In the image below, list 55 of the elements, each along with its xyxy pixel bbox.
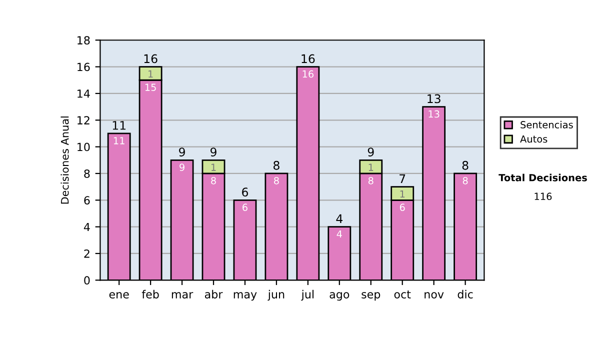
y-tick-label: 18 <box>78 36 90 44</box>
y-tick-label: 8 <box>84 169 90 178</box>
y-tick-label: 0 <box>84 276 90 285</box>
legend-label: Autos <box>520 135 548 143</box>
x-tick-label: mar <box>172 292 194 298</box>
data-label: 8 <box>211 176 216 184</box>
data-label: 8 <box>462 176 468 184</box>
x-tick-label: ago <box>330 292 350 301</box>
total-label: 4 <box>336 214 343 224</box>
total-label: 8 <box>462 160 468 170</box>
x-tick-label: dic <box>458 290 473 298</box>
y-tick-label: 14 <box>78 90 90 98</box>
total-label: 16 <box>144 54 158 64</box>
y-tick-label: 6 <box>84 196 90 205</box>
legend-label: Sentencias <box>520 120 573 128</box>
data-label: 16 <box>302 70 314 78</box>
data-label: 1 <box>368 164 374 171</box>
x-tick-label: jul <box>301 290 314 301</box>
data-label: 1 <box>148 70 153 78</box>
text: Total Decisiones <box>498 174 587 182</box>
data-label: 8 <box>274 176 279 184</box>
total-label: 8 <box>274 160 280 170</box>
x-tick-label: may <box>234 292 257 301</box>
total-label: 9 <box>179 148 185 157</box>
y-axis-title: Decisiones Anual <box>60 116 69 204</box>
data-label: 1 <box>400 190 405 198</box>
x-tick-label: nov <box>424 292 444 298</box>
data-label: 15 <box>145 84 156 91</box>
y-tick-label: 4 <box>84 222 90 232</box>
data-label: 8 <box>368 176 374 184</box>
y-tick-label: 12 <box>78 116 90 124</box>
x-tick-label: oct <box>394 290 411 298</box>
total-label: 6 <box>242 188 248 197</box>
data-label: 4 <box>336 230 342 238</box>
data-label: 13 <box>428 110 440 118</box>
total-label: 13 <box>428 94 440 104</box>
total-label: 9 <box>210 148 216 157</box>
x-tick-label: abr <box>204 290 223 298</box>
total-label: 16 <box>302 54 315 64</box>
data-label: 6 <box>242 204 248 212</box>
text: 116 <box>534 192 552 200</box>
total-label: 9 <box>368 148 374 157</box>
y-tick-label: 16 <box>78 62 90 72</box>
total-label: 11 <box>112 121 126 130</box>
x-tick-label: sep <box>362 292 380 301</box>
data-label: 9 <box>180 164 184 171</box>
y-tick-label: 2 <box>84 249 90 258</box>
data-label: 6 <box>400 204 405 212</box>
data-label: 1 <box>211 164 216 171</box>
total-label: 7 <box>400 174 406 184</box>
data-label: 11 <box>114 137 124 144</box>
x-tick-label: ene <box>109 292 129 298</box>
y-tick-label: 10 <box>78 142 90 152</box>
x-tick-label: feb <box>142 290 159 298</box>
x-tick-label: jun <box>268 290 284 301</box>
